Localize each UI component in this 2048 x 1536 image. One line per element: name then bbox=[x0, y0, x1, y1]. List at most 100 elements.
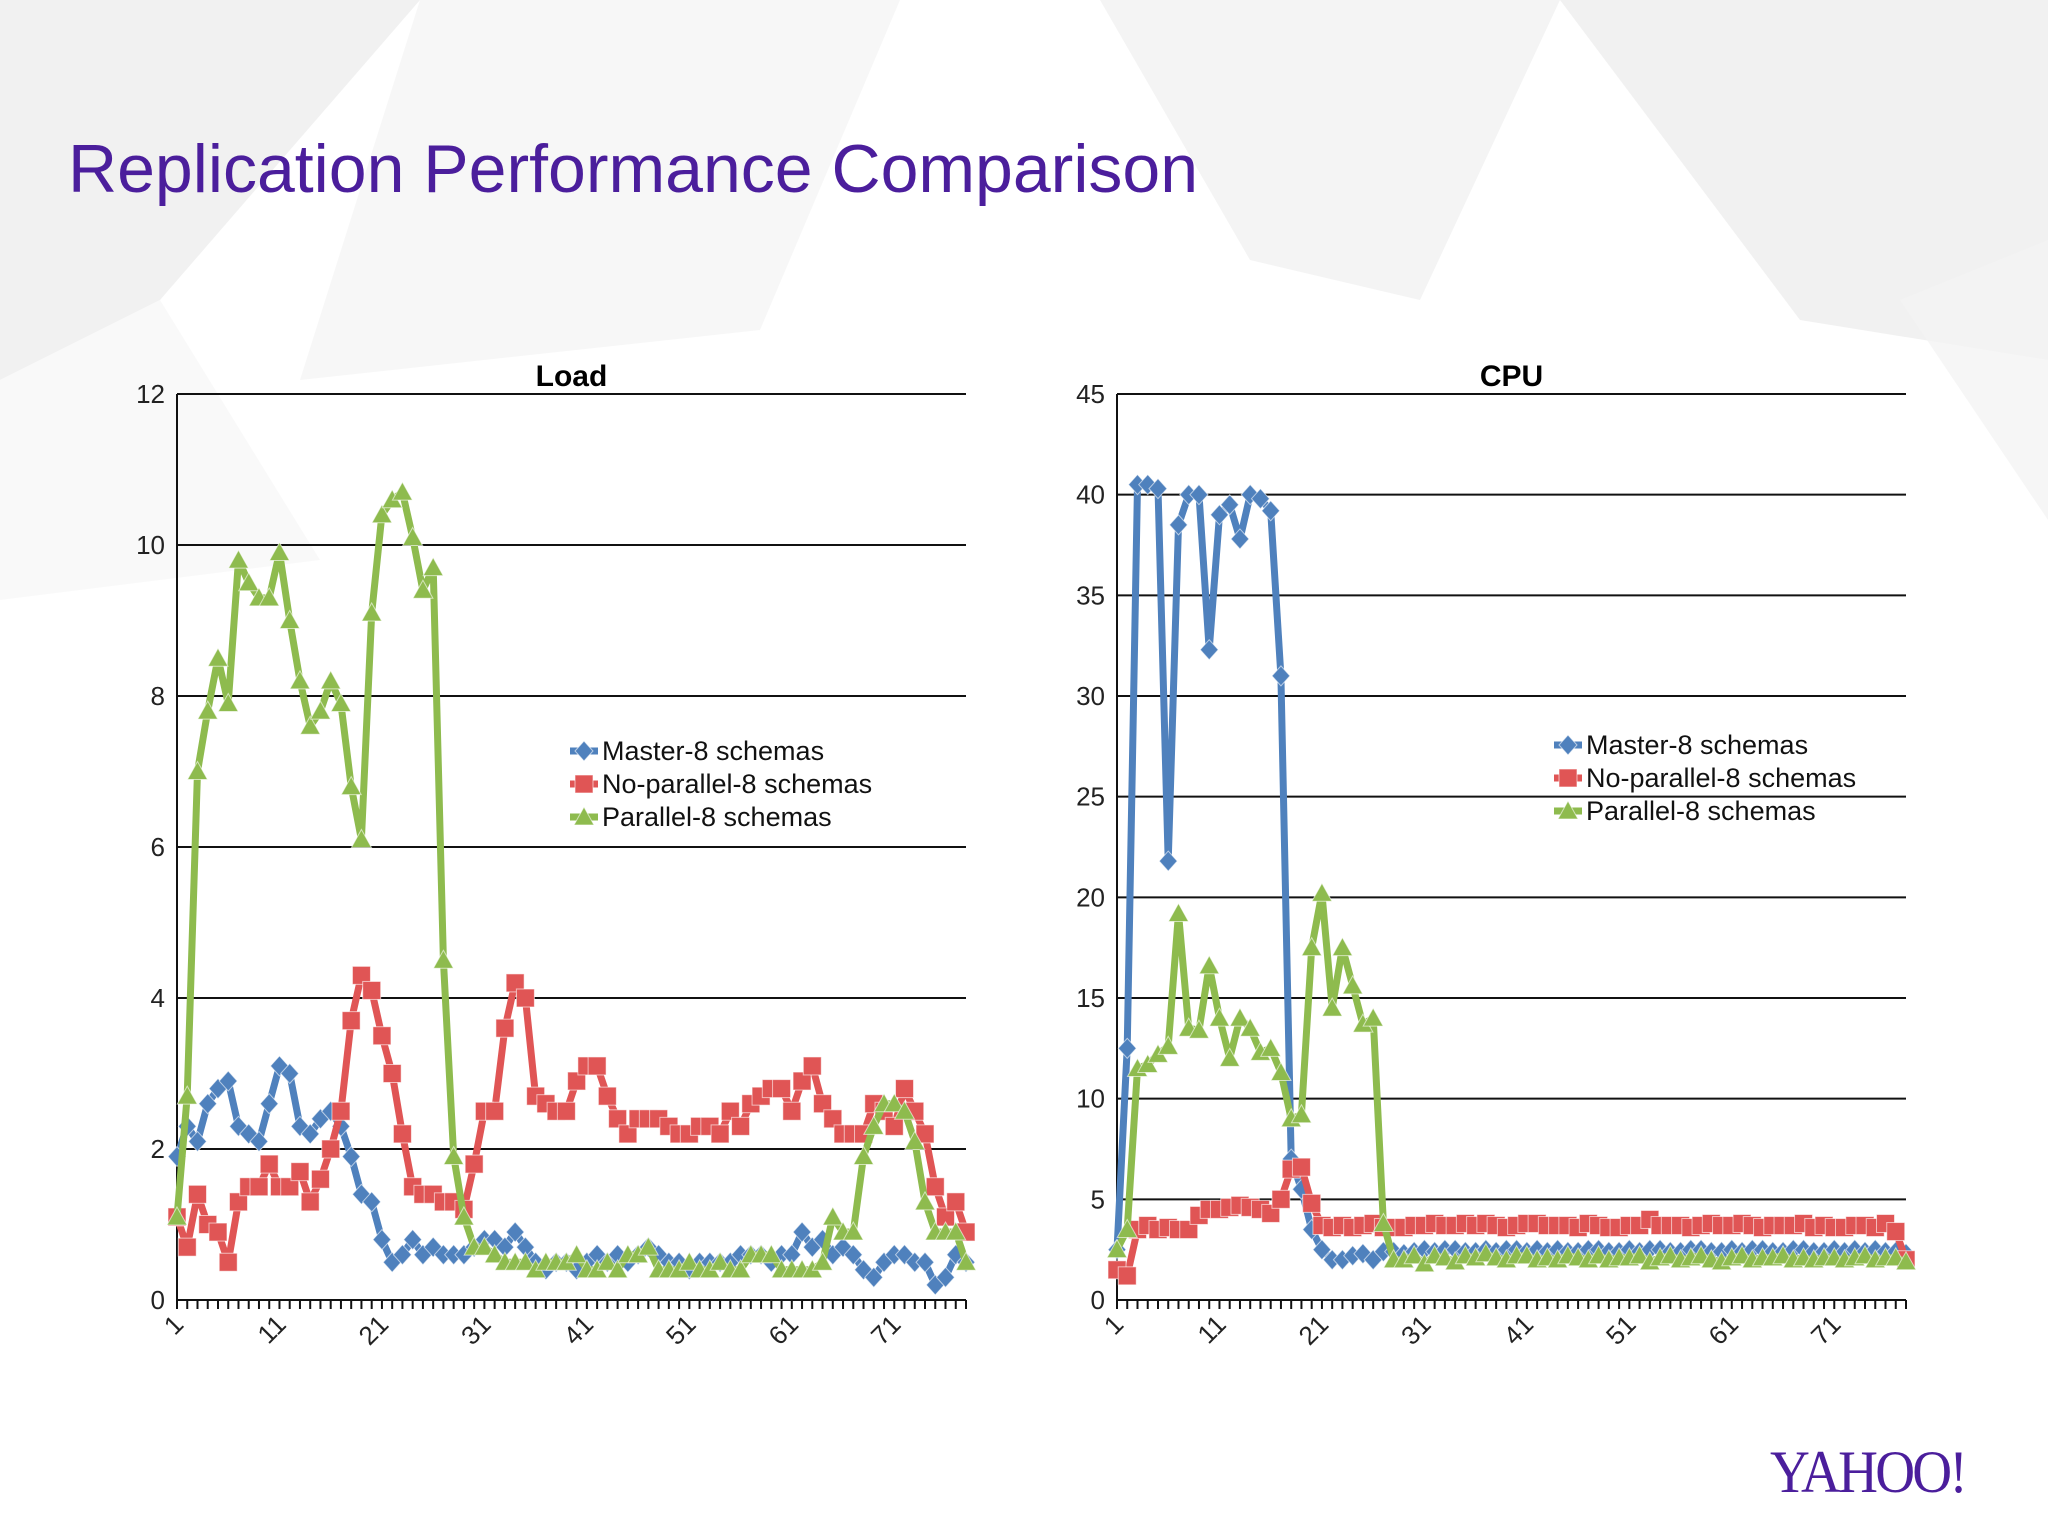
data-point bbox=[371, 503, 393, 524]
data-point bbox=[237, 571, 260, 592]
chart-title: Load bbox=[536, 360, 608, 393]
data-point bbox=[1311, 882, 1333, 902]
data-point bbox=[1895, 1250, 1917, 1271]
data-point bbox=[228, 1192, 248, 1212]
data-point bbox=[955, 1251, 977, 1271]
data-point bbox=[1372, 1212, 1395, 1232]
y-tick-label: 30 bbox=[1076, 681, 1105, 711]
data-point bbox=[1261, 500, 1281, 522]
legend-label-noparallel: No-parallel-8 schemas bbox=[602, 769, 872, 799]
data-point bbox=[432, 949, 455, 969]
data-point bbox=[300, 1192, 320, 1212]
data-point bbox=[259, 1092, 279, 1115]
data-point bbox=[567, 1071, 587, 1091]
data-point bbox=[915, 1251, 935, 1273]
data-point bbox=[1230, 528, 1250, 550]
data-point bbox=[565, 1243, 588, 1264]
data-point bbox=[351, 965, 371, 985]
data-point bbox=[362, 1191, 382, 1213]
data-point bbox=[198, 1092, 218, 1115]
data-point bbox=[1136, 1053, 1159, 1073]
data-point bbox=[330, 692, 352, 713]
y-tick-label: 0 bbox=[151, 1285, 165, 1315]
data-point bbox=[1341, 974, 1364, 995]
series-line-master bbox=[1113, 481, 1907, 1264]
data-point bbox=[823, 1109, 843, 1129]
data-point bbox=[792, 1221, 812, 1243]
data-point bbox=[864, 1266, 884, 1289]
data-point bbox=[299, 715, 322, 735]
y-tick-label: 35 bbox=[1076, 580, 1105, 610]
data-point bbox=[464, 1154, 484, 1174]
series-parallel bbox=[1106, 882, 1917, 1273]
data-point bbox=[1167, 902, 1190, 922]
data-point bbox=[852, 1145, 875, 1166]
data-point bbox=[1628, 1244, 1651, 1265]
yahoo-logo: YAHOO! bbox=[1770, 1439, 1968, 1505]
data-point bbox=[391, 481, 414, 501]
data-point bbox=[187, 1184, 207, 1204]
data-point bbox=[883, 1092, 906, 1113]
data-point bbox=[1117, 1266, 1137, 1286]
data-point bbox=[341, 1145, 361, 1168]
data-point bbox=[259, 1154, 279, 1174]
data-point bbox=[893, 1100, 916, 1120]
data-point bbox=[319, 669, 342, 690]
data-point bbox=[300, 1123, 320, 1145]
data-point bbox=[895, 1079, 915, 1099]
data-point bbox=[515, 988, 535, 1008]
data-point bbox=[350, 828, 373, 848]
series-parallel bbox=[166, 481, 977, 1279]
data-point bbox=[1189, 483, 1209, 506]
data-point bbox=[608, 1109, 628, 1129]
data-point bbox=[372, 1228, 392, 1251]
data-point bbox=[1239, 1017, 1262, 1037]
data-point bbox=[207, 647, 229, 667]
y-tick-label: 20 bbox=[1076, 882, 1105, 912]
data-point bbox=[1312, 1238, 1332, 1261]
legend-marker bbox=[573, 805, 595, 826]
data-point bbox=[1302, 1193, 1322, 1213]
data-point bbox=[309, 700, 332, 720]
legend-label-master: Master-8 schemas bbox=[1586, 730, 1808, 760]
data-point bbox=[280, 1062, 300, 1085]
data-point bbox=[944, 1221, 967, 1241]
data-point bbox=[382, 1064, 402, 1083]
data-point bbox=[811, 1251, 834, 1271]
data-point bbox=[249, 1130, 269, 1153]
data-point bbox=[186, 760, 209, 780]
data-point bbox=[597, 1086, 617, 1106]
data-point bbox=[1259, 1037, 1282, 1057]
y-tick-label: 15 bbox=[1076, 983, 1105, 1013]
data-point bbox=[802, 1056, 822, 1076]
data-point bbox=[729, 1258, 752, 1279]
data-point bbox=[217, 692, 240, 713]
data-point bbox=[341, 1011, 361, 1031]
data-point bbox=[925, 1177, 945, 1197]
data-point bbox=[1886, 1222, 1906, 1242]
y-tick-label: 4 bbox=[151, 983, 165, 1013]
y-tick-label: 5 bbox=[1091, 1184, 1105, 1214]
y-tick-label: 12 bbox=[136, 379, 165, 409]
data-point bbox=[1198, 954, 1221, 975]
data-point bbox=[843, 1243, 863, 1266]
data-point bbox=[289, 669, 311, 690]
data-point bbox=[862, 1115, 885, 1135]
legend-label-parallel: Parallel-8 schemas bbox=[1586, 796, 1816, 826]
data-point bbox=[268, 541, 291, 562]
data-point bbox=[1270, 1061, 1292, 1081]
data-point bbox=[1300, 936, 1323, 957]
data-point bbox=[290, 1162, 310, 1182]
legend-marker bbox=[1557, 799, 1579, 820]
data-point bbox=[1168, 514, 1189, 536]
data-point bbox=[208, 1222, 228, 1242]
data-point bbox=[483, 1243, 506, 1264]
data-point bbox=[1116, 1218, 1139, 1239]
data-point bbox=[1362, 1007, 1385, 1027]
data-point bbox=[935, 1266, 956, 1289]
legend-marker bbox=[1558, 734, 1578, 756]
data-point bbox=[637, 1236, 660, 1256]
